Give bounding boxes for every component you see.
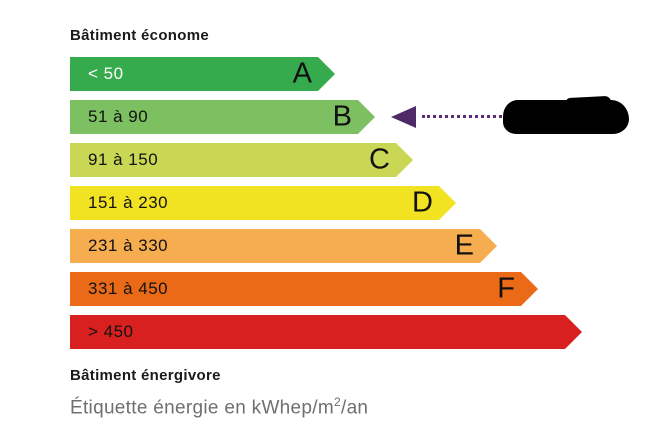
band-range-label: 51 à 90 bbox=[88, 107, 149, 126]
chart-caption: Étiquette énergie en kWhep/m2/an bbox=[70, 395, 368, 419]
scale-bottom-label: Bâtiment énergivore bbox=[70, 367, 221, 384]
current-class-indicator bbox=[391, 100, 631, 134]
band-row-a: < 50 A bbox=[70, 57, 335, 91]
redacted-value-blob bbox=[503, 100, 629, 134]
band-row-f: 331 à 450 F bbox=[70, 272, 538, 306]
dotted-leader-line bbox=[422, 115, 502, 118]
band-grade-letter: F bbox=[497, 272, 515, 305]
caption-suffix: /an bbox=[340, 397, 369, 419]
band-row-g: > 450 bbox=[70, 315, 582, 349]
band-row-b: 51 à 90 B bbox=[70, 100, 375, 134]
band-grade-letter: E bbox=[454, 229, 474, 262]
band-grade-letter: D bbox=[412, 186, 433, 219]
band-range-label: 331 à 450 bbox=[88, 279, 169, 298]
energy-bands: < 50 A 51 à 90 B 91 à 150 C 151 à 230 D … bbox=[70, 57, 582, 349]
caption-prefix: Étiquette énergie en kWhep/m bbox=[70, 397, 334, 419]
band-row-d: 151 à 230 D bbox=[70, 186, 456, 220]
caption-superscript: 2 bbox=[334, 395, 341, 409]
band-grade-letter: C bbox=[369, 143, 390, 176]
band-row-c: 91 à 150 C bbox=[70, 143, 413, 177]
band-grade-letter: A bbox=[292, 57, 312, 90]
band-range-label: < 50 bbox=[88, 64, 124, 83]
band-range-label: > 450 bbox=[88, 322, 134, 341]
band-range-label: 91 à 150 bbox=[88, 150, 159, 169]
arrow-left-icon bbox=[391, 106, 416, 128]
scale-top-label: Bâtiment économe bbox=[70, 27, 209, 44]
band-range-label: 151 à 230 bbox=[88, 193, 169, 212]
band-row-e: 231 à 330 E bbox=[70, 229, 497, 263]
band-grade-letter: B bbox=[332, 100, 352, 133]
band-range-label: 231 à 330 bbox=[88, 236, 169, 255]
